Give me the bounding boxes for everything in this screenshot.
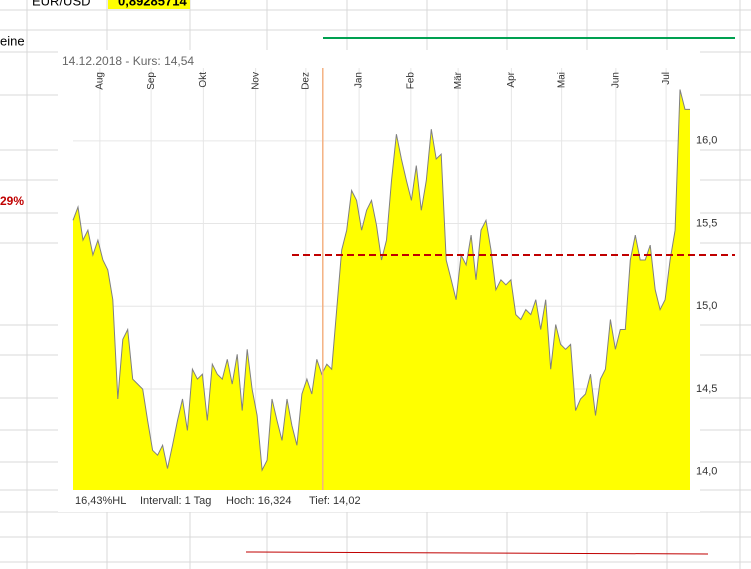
footer-text: 16,43%HL (75, 495, 126, 507)
y-tick-label: 15,5 (696, 217, 717, 229)
y-tick-label: 16,0 (696, 135, 717, 147)
x-tick-label: Jul (661, 72, 672, 85)
footer-text: Tief: 14,02 (309, 495, 361, 507)
chart: 14.12.2018 - Kurs: 14,54 14,0 14,5 15,0 15,… (58, 50, 717, 512)
x-tick-label: Feb (405, 72, 416, 90)
area (73, 89, 690, 490)
cell-label: EUR/USD (32, 0, 91, 8)
cell-percent: 29% (0, 194, 24, 208)
x-tick-label: Dez (301, 72, 312, 90)
highlight-cell (108, 0, 190, 9)
x-tick-label: Aug (95, 72, 106, 90)
x-tick-label: Apr (506, 71, 517, 87)
x-tick-label: Okt (198, 72, 209, 88)
y-tick-label: 14,0 (696, 466, 717, 478)
x-tick-label: Mär (453, 71, 464, 89)
y-tick-label: 14,5 (696, 383, 717, 395)
y-tick-label: 15,0 (696, 300, 717, 312)
x-tick-label: Sep (146, 72, 157, 90)
footer-text: Hoch: 16,324 (226, 495, 291, 507)
cell-rate: 0,89285714 (118, 0, 187, 8)
footer-text: Intervall: 1 Tag (140, 495, 211, 507)
sheet-line (245, 551, 709, 555)
x-tick-label: Mai (556, 72, 567, 88)
x-tick-label: Jan (354, 72, 365, 88)
chart-header: 14.12.2018 - Kurs: 14,54 (62, 54, 194, 68)
price-line (72, 89, 690, 472)
cell-text: eine (0, 33, 25, 48)
x-tick-label: Nov (250, 72, 261, 90)
x-tick-label: Jun (611, 72, 622, 88)
